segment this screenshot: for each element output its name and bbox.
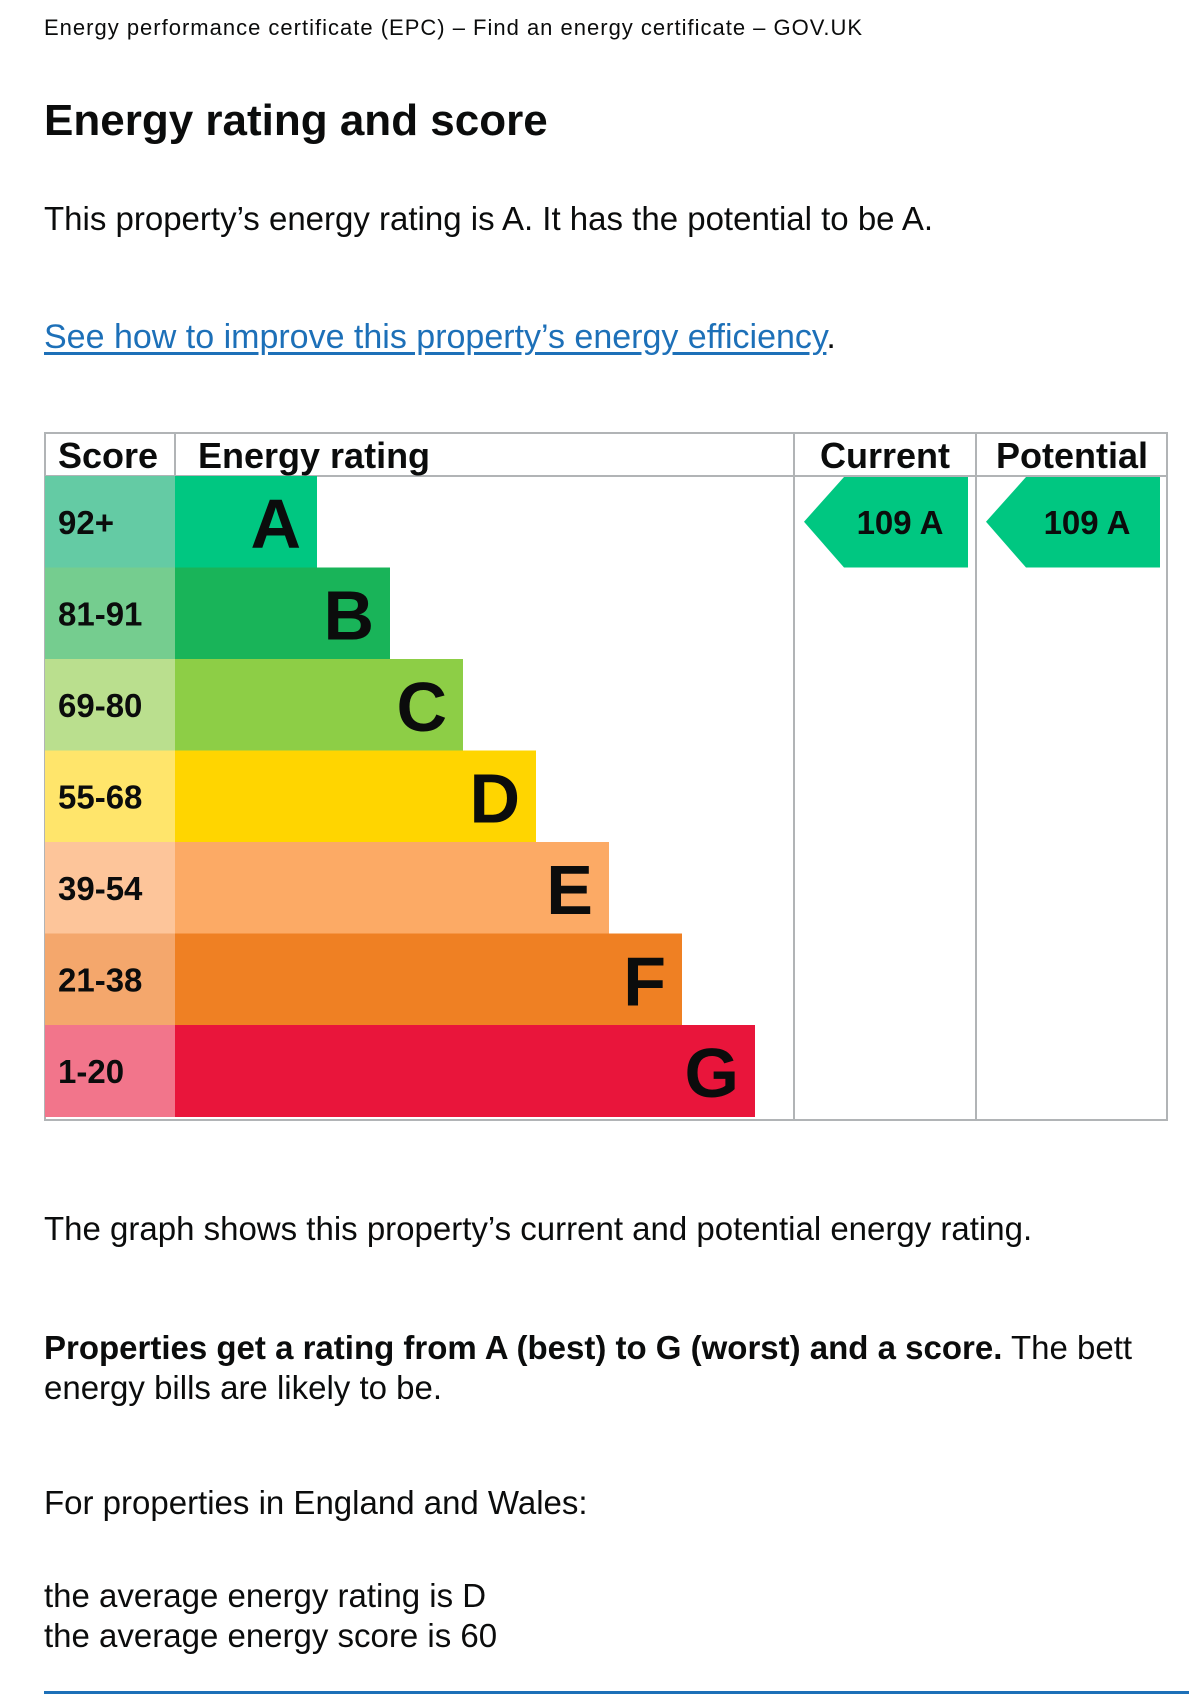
band-score-g: 1-20 (58, 1053, 124, 1090)
band-score-d: 55-68 (58, 778, 142, 815)
averages: the average energy rating is D the avera… (44, 1576, 497, 1656)
band-letter-a: A (250, 485, 301, 563)
band-score-cell-g (45, 1025, 175, 1117)
current-arrow-label: 109 A (857, 504, 944, 541)
header-potential: Potential (996, 435, 1148, 476)
rating-explainer: Properties get a rating from A (best) to… (44, 1328, 1189, 1408)
band-bar-c (175, 659, 463, 751)
page-title-bar: Energy performance certificate (EPC) – F… (44, 15, 864, 40)
improve-efficiency-link[interactable]: See how to improve this property’s energ… (44, 318, 827, 356)
band-score-cell-a (45, 476, 175, 568)
rating-explainer-bold: Properties get a rating from A (best) to… (44, 1329, 1003, 1366)
improve-paragraph: See how to improve this property’s energ… (44, 318, 836, 357)
region-intro: For properties in England and Wales: (44, 1484, 588, 1521)
band-letter-f: F (623, 942, 666, 1020)
band-letter-b: B (323, 576, 374, 654)
link-suffix: . (826, 318, 836, 356)
band-score-cell-f (45, 933, 175, 1026)
band-score-cell-e (45, 842, 175, 934)
band-bar-f (175, 933, 682, 1026)
current-arrow (804, 477, 968, 568)
band-score-f: 21-38 (58, 961, 142, 998)
band-score-cell-b (45, 567, 175, 660)
rating-explainer-rest: The bett (1010, 1329, 1133, 1366)
band-bar-e (175, 842, 609, 934)
header-score: Score (58, 435, 158, 476)
band-letter-d: D (469, 759, 520, 837)
band-letter-c: C (396, 668, 447, 746)
header-current: Current (820, 435, 950, 476)
rating-explainer-line2: energy bills are likely to be. (44, 1369, 443, 1406)
graph-caption: The graph shows this property’s current … (44, 1210, 1033, 1247)
potential-arrow (986, 477, 1160, 568)
band-bar-b (175, 567, 390, 660)
band-bar-a (175, 476, 317, 568)
band-score-c: 69-80 (58, 687, 142, 724)
potential-arrow-label: 109 A (1044, 504, 1131, 541)
band-score-a: 92+ (58, 504, 114, 541)
band-score-cell-c (45, 659, 175, 751)
band-score-e: 39-54 (58, 870, 143, 907)
band-letter-e: E (546, 851, 593, 929)
band-score-b: 81-91 (58, 595, 142, 632)
header-energy-rating: Energy rating (198, 435, 430, 476)
average-rating: the average energy rating is D (44, 1577, 487, 1614)
epc-rating-chart: 92+ A81-91 B69-80 C55-68 D39-54 E21-38 F1-20 G … (44, 432, 1168, 1121)
band-score-cell-d (45, 750, 175, 843)
average-score: the average energy score is 60 (44, 1617, 498, 1654)
band-letter-g: G (685, 1034, 739, 1112)
section-divider (44, 1691, 1189, 1694)
band-bar-g (175, 1025, 755, 1117)
page-heading: Energy rating and score (44, 96, 548, 145)
band-bar-d (175, 750, 536, 843)
rating-sentence: This property’s energy rating is A. It h… (44, 200, 934, 237)
